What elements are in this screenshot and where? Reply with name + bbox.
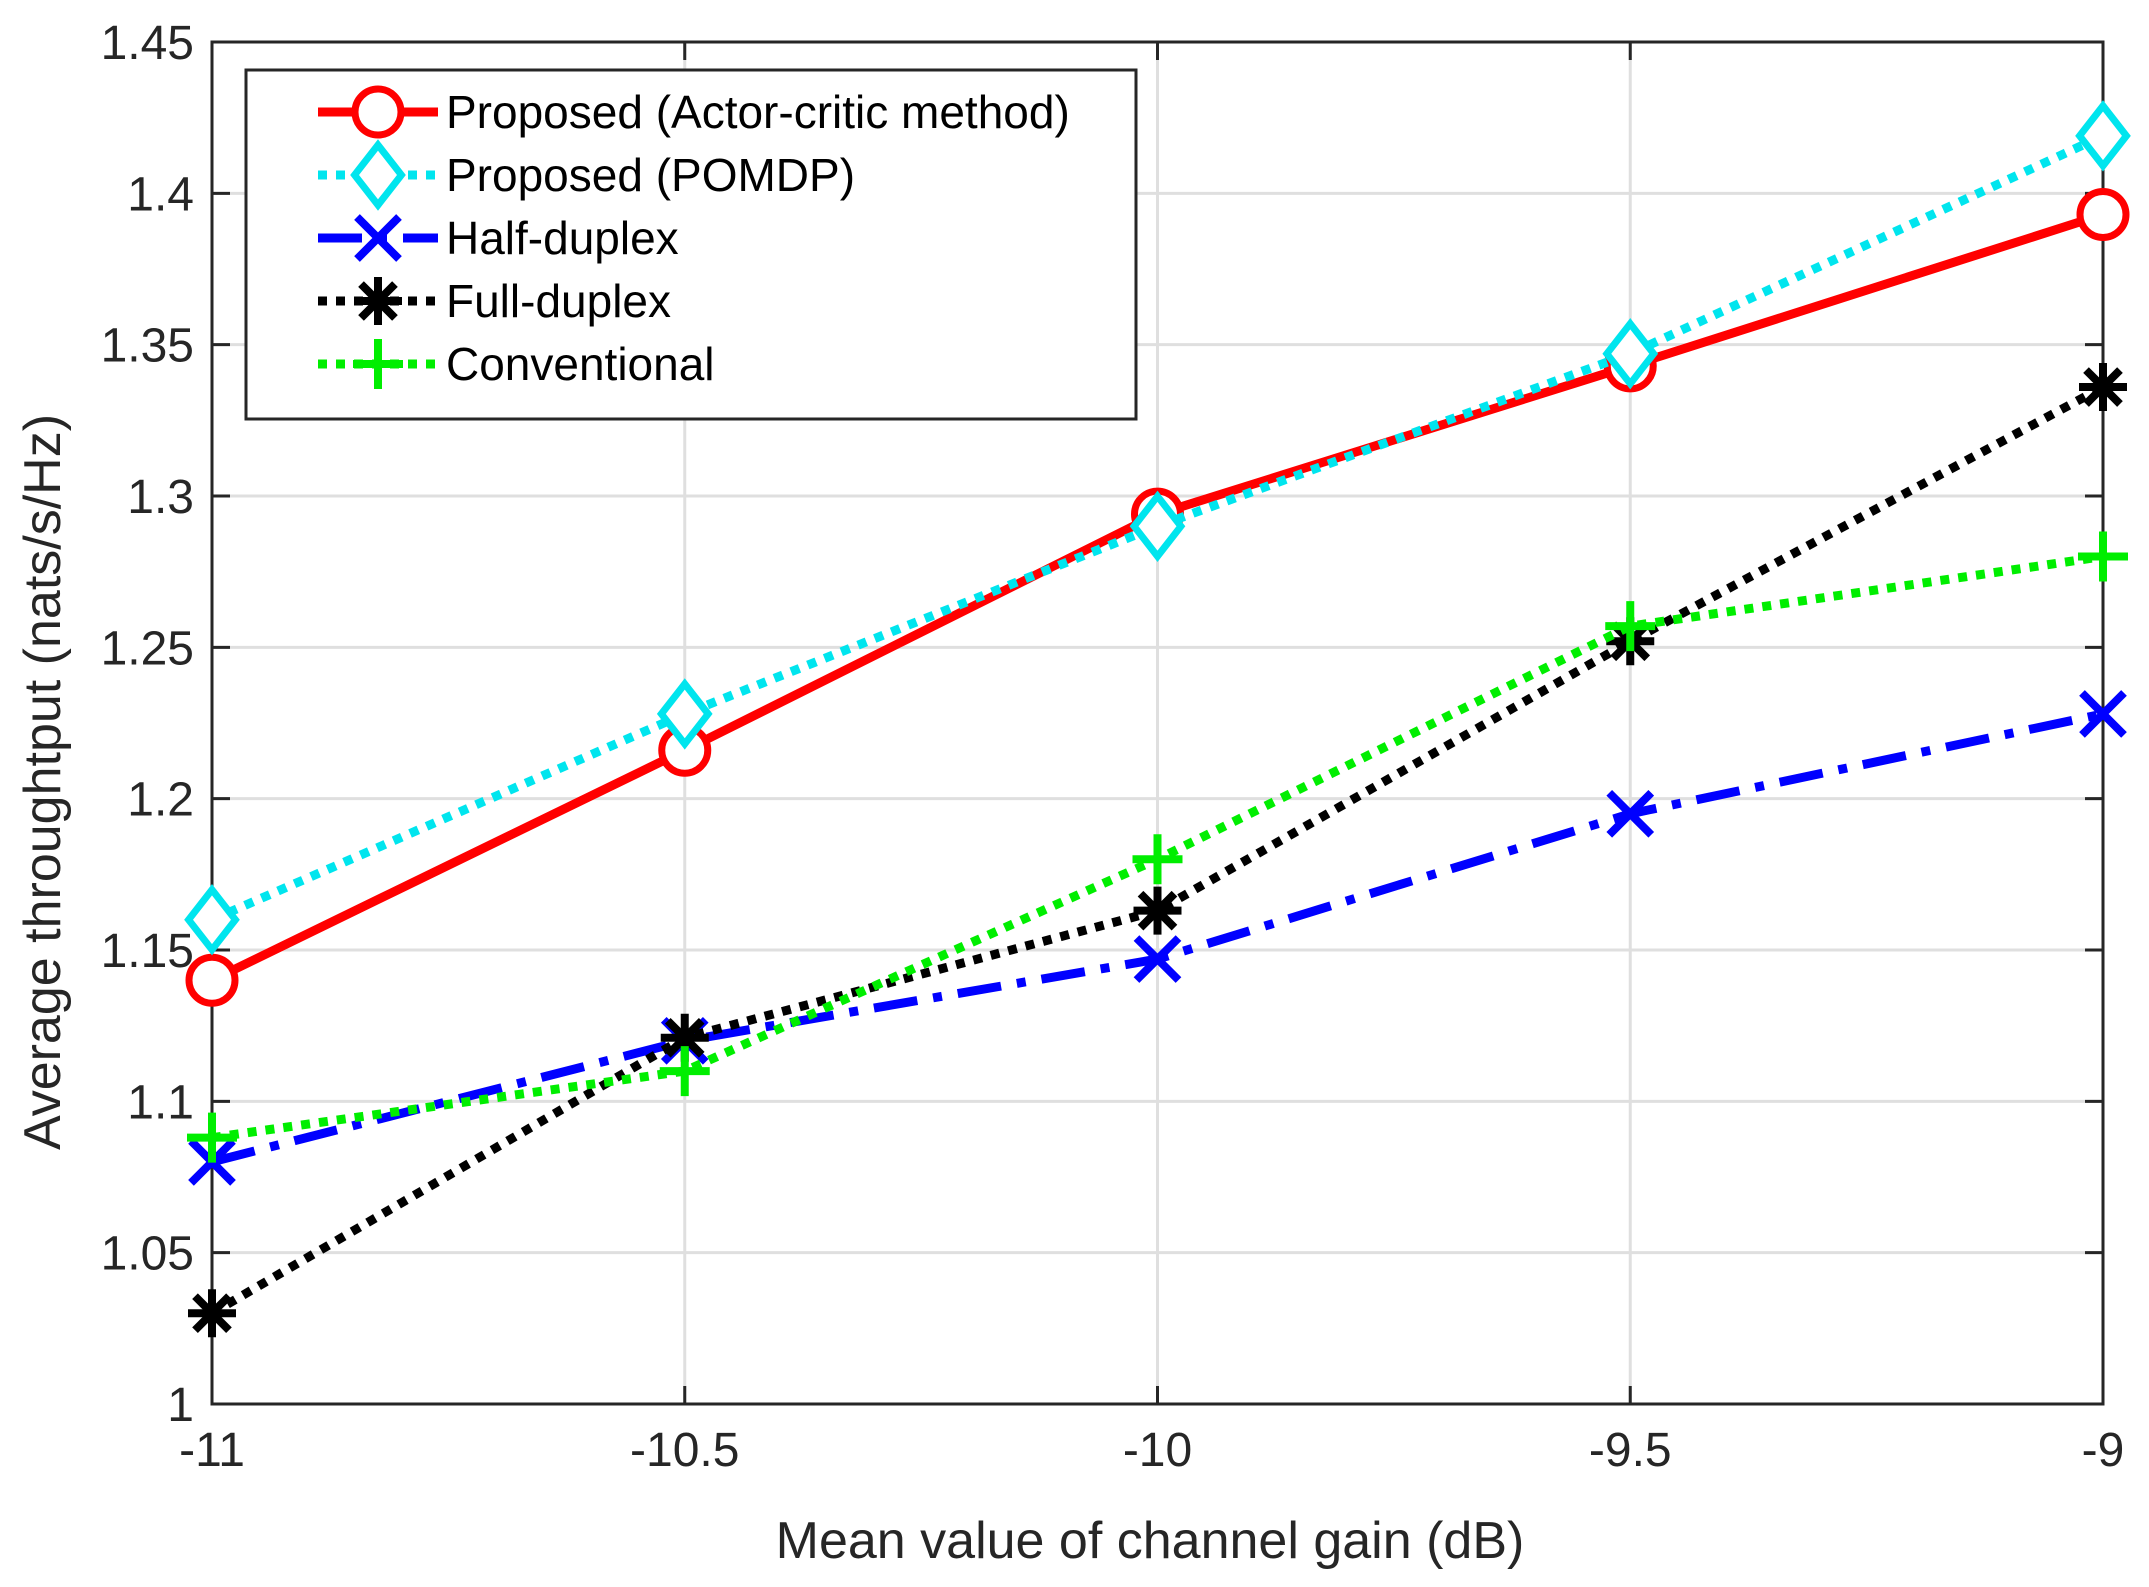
series-proposed-pomdp [184, 100, 2131, 956]
x-marker-stroke [2079, 690, 2127, 738]
axes: -11 -10.5 -10 -9.5 -9 1 1.05 1.1 1.15 1.2 1.25 1.3 1… [101, 17, 2125, 1477]
x-tick-label: -10.5 [630, 1424, 739, 1477]
x-marker-stroke [354, 214, 402, 262]
y-tick-label: 1.45 [101, 17, 194, 70]
diamond-marker-shape [1602, 318, 1659, 390]
legend-entry-full-duplex: Full-duplex [318, 275, 671, 327]
y-axis-label: Average throughtput (nats/s/Hz) [14, 414, 72, 1150]
legend-label: Conventional [446, 338, 715, 390]
diamond-marker-shape [184, 884, 240, 956]
y-tick-label: 1 [167, 1379, 194, 1432]
y-tick-label: 1.35 [101, 320, 194, 373]
data-point-conventional [1132, 834, 1183, 885]
y-tick-label: 1.05 [101, 1228, 194, 1281]
legend-entry-conventional: Conventional [318, 338, 715, 390]
legend-marker [353, 339, 403, 389]
data-point-proposed-pomdp [184, 884, 240, 956]
legend-label: Half-duplex [446, 212, 679, 264]
data-point-conventional [2078, 531, 2128, 582]
legend: Proposed (Actor-critic method) Proposed (… [244, 68, 1138, 421]
diamond-marker-shape [350, 139, 406, 211]
legend-marker [351, 85, 405, 139]
y-tick-label: 1.15 [101, 925, 194, 978]
x-marker-stroke [1133, 935, 1182, 983]
x-tick-label: -9.5 [1589, 1424, 1672, 1477]
y-tick-label: 1.1 [127, 1076, 194, 1129]
asterisk-marker-stroke [192, 1293, 232, 1333]
data-point-half-duplex [1133, 935, 1182, 983]
asterisk-marker-stroke [358, 281, 398, 321]
circle-marker-shape [2076, 188, 2130, 242]
legend-label: Proposed (POMDP) [446, 149, 855, 201]
data-point-proposed-pomdp [2075, 100, 2131, 172]
y-tick-label: 1.2 [127, 774, 194, 827]
series-line-full-duplex [209, 383, 2106, 1318]
data-point-proposed-actor-critic-method [185, 953, 239, 1007]
asterisk-marker-stroke [1137, 890, 1178, 931]
series-conventional [187, 531, 2128, 1163]
y-tick-label: 1.25 [101, 622, 194, 675]
diamond-marker-shape [656, 678, 713, 750]
data-point-full-duplex [188, 1289, 236, 1338]
legend-marker [350, 139, 406, 211]
data-point-conventional [187, 1112, 237, 1163]
data-point-conventional [659, 1046, 710, 1097]
circle-marker-shape [351, 85, 405, 139]
y-tick-label: 1.3 [127, 471, 194, 524]
legend-marker [354, 277, 402, 325]
x-tick-label: -9 [2082, 1424, 2125, 1477]
data-point-full-duplex [2079, 363, 2127, 412]
legend-entry-proposed-actor-critic-method: Proposed (Actor-critic method) [318, 85, 1070, 139]
legend-label: Proposed (Actor-critic method) [446, 86, 1070, 138]
data-point-half-duplex [1606, 789, 1655, 838]
asterisk-marker-stroke [664, 1017, 705, 1058]
data-point-proposed-pomdp [1602, 318, 1659, 390]
x-tick-label: -11 [179, 1424, 245, 1477]
data-point-half-duplex [2079, 690, 2127, 738]
x-axis-label: Mean value of channel gain (dB) [776, 1512, 1525, 1570]
legend-entry-half-duplex: Half-duplex [318, 212, 679, 264]
diamond-marker-shape [1129, 490, 1186, 562]
x-tick-label: -10 [1123, 1424, 1192, 1477]
legend-marker [354, 214, 402, 262]
y-tick-label: 1.4 [127, 168, 194, 221]
data-point-conventional [1605, 601, 1656, 652]
data-point-proposed-pomdp [656, 678, 713, 750]
asterisk-marker-stroke [2083, 367, 2123, 407]
diamond-marker-shape [2075, 100, 2131, 172]
data-point-full-duplex [1133, 886, 1182, 935]
series-group [184, 100, 2131, 1338]
series-line-proposed-pomdp [210, 131, 2105, 924]
legend-entry-proposed-pomdp: Proposed (POMDP) [318, 139, 855, 211]
data-point-proposed-actor-critic-method [2076, 188, 2130, 242]
x-marker-stroke [1606, 789, 1655, 838]
data-point-proposed-pomdp [1129, 490, 1186, 562]
legend-label: Full-duplex [446, 275, 671, 327]
circle-marker-shape [185, 953, 239, 1007]
